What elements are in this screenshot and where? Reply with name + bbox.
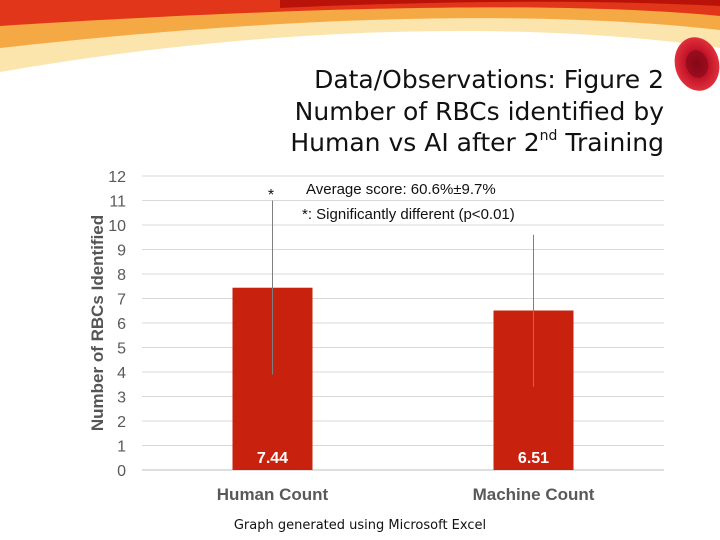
y-tick-label-10: 10 (108, 218, 126, 235)
y-tick-label-8: 8 (117, 267, 126, 284)
x-axis-category-labels: Human Count Machine Count (217, 485, 595, 504)
y-tick-label-1: 1 (117, 439, 126, 456)
data-label-machine-count: 6.51 (518, 450, 549, 467)
slide-title-line-3: Human vs AI after 2nd Training (290, 128, 664, 157)
x-category-label-machine-count: Machine Count (473, 485, 595, 504)
slide-caption: Graph generated using Microsoft Excel (234, 518, 486, 533)
y-tick-label-2: 2 (117, 414, 126, 431)
x-category-label-human-count: Human Count (217, 485, 329, 504)
y-tick-label-6: 6 (117, 316, 126, 333)
annotation-average-score: Average score: 60.6%±9.7% (306, 181, 496, 198)
significance-marker: * (268, 187, 274, 204)
title-tail: Training (557, 128, 664, 157)
slide-title-line-2: Number of RBCs identified by (295, 97, 665, 126)
y-tick-label-0: 0 (117, 463, 126, 480)
y-tick-label-11: 11 (109, 194, 126, 211)
annotation-significance: *: Significantly different (p<0.01) (302, 206, 515, 223)
red-blood-cell-icon (674, 37, 720, 91)
y-tick-label-12: 12 (108, 169, 126, 186)
title-superscript: nd (540, 128, 558, 144)
chart-bars (232, 287, 574, 470)
title-line-3-main: Human vs AI after 2 (290, 128, 539, 157)
chart-error-bars (272, 200, 534, 387)
y-tick-label-9: 9 (117, 243, 126, 260)
y-tick-label-7: 7 (117, 292, 126, 309)
y-tick-label-5: 5 (117, 341, 126, 358)
y-tick-label-4: 4 (117, 365, 126, 382)
y-tick-label-3: 3 (117, 390, 126, 407)
chart-gridlines (142, 175, 664, 471)
y-axis-label: Number of RBCs Identified (88, 215, 107, 431)
slide-title-line-1: Data/Observations: Figure 2 (314, 65, 664, 94)
decorative-swoosh (0, 0, 720, 72)
data-label-human-count: 7.44 (257, 450, 288, 467)
chart-data-labels: 7.44 6.51 (257, 450, 549, 467)
